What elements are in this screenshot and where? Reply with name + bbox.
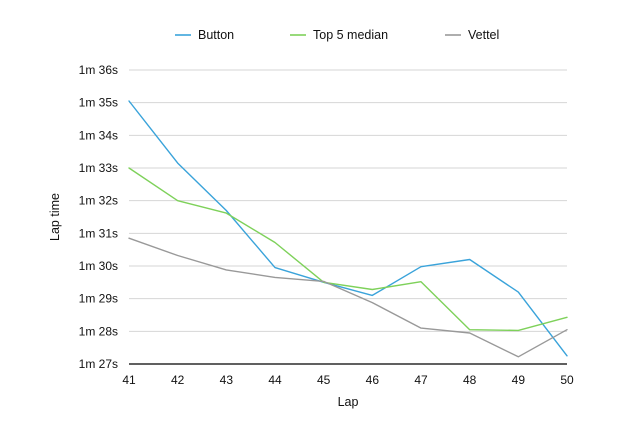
- y-tick-label: 1m 31s: [79, 226, 118, 240]
- x-tick-label: 41: [122, 373, 136, 387]
- series-line-vettel: [128, 237, 568, 358]
- legend-label-button: Button: [198, 28, 234, 42]
- x-axis-ticks: 41 42 43 44 45 46 47 48 49 50: [122, 373, 574, 387]
- y-axis-ticks: 1m 27s 1m 28s 1m 29s 1m 30s 1m 31s 1m 32s 1m 3…: [79, 63, 118, 371]
- x-tick-label: 46: [366, 373, 380, 387]
- series-line-top-5-median: [128, 167, 568, 332]
- x-tick-label: 47: [414, 373, 428, 387]
- y-tick-label: 1m 33s: [79, 161, 118, 175]
- y-tick-label: 1m 28s: [79, 324, 118, 338]
- y-tick-label: 1m 32s: [79, 194, 118, 208]
- y-tick-label: 1m 35s: [79, 96, 118, 110]
- y-axis-title: Lap time: [48, 193, 62, 241]
- series-lines: [128, 100, 568, 358]
- x-tick-label: 45: [317, 373, 331, 387]
- x-tick-label: 49: [512, 373, 526, 387]
- y-tick-label: 1m 27s: [79, 357, 118, 371]
- series-line-button: [128, 100, 568, 357]
- y-tick-label: 1m 34s: [79, 128, 118, 142]
- y-tick-label: 1m 30s: [79, 259, 118, 273]
- x-tick-label: 50: [560, 373, 574, 387]
- legend-label-top-5-median: Top 5 median: [313, 28, 388, 42]
- gridlines: [129, 69, 567, 332]
- legend-label-vettel: Vettel: [468, 28, 499, 42]
- y-tick-label: 1m 29s: [79, 292, 118, 306]
- x-tick-label: 44: [268, 373, 282, 387]
- x-tick-label: 43: [220, 373, 234, 387]
- legend: Button Top 5 median Vettel: [175, 28, 499, 42]
- x-tick-label: 48: [463, 373, 477, 387]
- y-tick-label: 1m 36s: [79, 63, 118, 77]
- x-axis-title: Lap: [338, 395, 359, 409]
- x-tick-label: 42: [171, 373, 185, 387]
